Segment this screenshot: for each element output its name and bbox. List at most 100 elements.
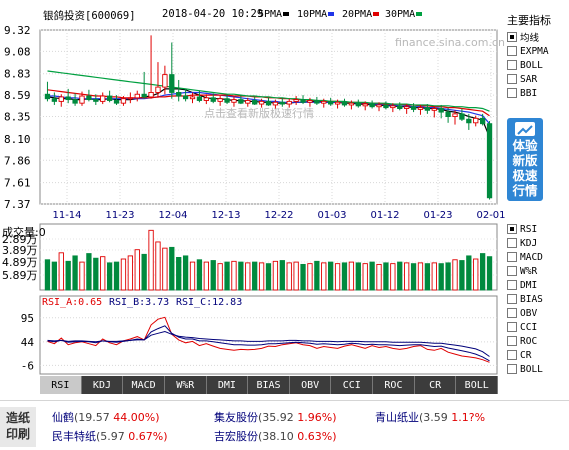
sub-indicator-option-wr[interactable]: W%R [505,264,569,278]
sub-indicator-checkbox[interactable] [507,336,517,346]
candle-body [189,96,196,100]
sub-indicator-option-bias[interactable]: BIAS [505,292,569,306]
candle [72,93,78,106]
sub-indicator-checkbox[interactable] [507,280,517,290]
ticker-stock-change: 1.1?% [451,411,486,424]
price-chart[interactable]: 9.32 9.08 8.83 8.59 8.35 8.10 7.86 7.61 7.37 11-1… [0,22,505,222]
ticker-item[interactable]: 青山纸业(3.59 1.1?% [375,409,485,425]
sub-indicator-checkbox[interactable] [507,252,517,262]
volume-bar [390,263,396,291]
sub-indicator-option-dmi[interactable]: DMI [505,278,569,292]
candle-body [486,123,493,199]
ma-line-30PMA [47,70,490,112]
candle [245,97,251,107]
volume-bar [452,259,458,291]
candle [397,102,403,111]
candle-body [459,113,465,120]
sub-indicator-panel: RSI KDJ MACD W%R DMI BIAS OBV CCI ROC CR BOLL [505,222,569,376]
sub-indicator-option-roc[interactable]: ROC [505,334,569,348]
sub-indicator-option-cci[interactable]: CCI [505,320,569,334]
sub-indicator-option-rsi[interactable]: RSI [505,222,569,236]
main-indicator-checkbox[interactable] [507,32,517,42]
sub-indicator-checkbox[interactable] [507,308,517,318]
new-quote-promo-button[interactable]: 体验 新版 极速 行情 [507,118,543,201]
sub-indicator-checkbox[interactable] [507,294,517,304]
tab-cr[interactable]: CR [414,376,457,394]
candle-body [210,97,216,102]
sub-indicator-option-obv[interactable]: OBV [505,306,569,320]
candle [279,97,285,107]
main-options-list: 均线 EXPMA BOLL SAR BBI [505,30,569,100]
sub-indicator-checkbox[interactable] [507,224,517,234]
candle-body [72,99,78,104]
sub-indicator-checkbox[interactable] [507,364,517,374]
candle-body [397,105,403,109]
candle-body [466,118,472,124]
ma-key-5: 5PMA [258,9,290,20]
main-indicator-option-boll[interactable]: BOLL [505,58,569,72]
main-indicator-option-[interactable]: 均线 [505,30,569,44]
ticker-stock-name[interactable]: 集友股份 [214,411,258,424]
sub-indicator-checkbox[interactable] [507,350,517,360]
candle-body [134,93,140,99]
candle-body [238,99,244,104]
candle-body [100,95,106,102]
sub-indicator-checkbox[interactable] [507,238,517,248]
tab-dmi[interactable]: DMI [206,376,249,394]
main-indicator-option-bbi[interactable]: BBI [505,86,569,100]
sub-indicator-option-cr[interactable]: CR [505,348,569,362]
sector-label-line2: 印刷 [5,427,30,441]
main-indicator-checkbox[interactable] [507,74,517,84]
volume-bar [113,261,120,291]
tab-boll[interactable]: BOLL [456,376,499,394]
volume-bar [120,258,127,291]
rsi-legend-1: RSI_B:3.73 [109,297,169,308]
ticker-stock-name[interactable]: 民丰特纸 [52,430,96,443]
candle [155,62,161,98]
sub-indicator-option-label: RSI [520,223,538,235]
tab-macd[interactable]: MACD [123,376,165,394]
volume-bar [134,249,140,291]
ticker-item[interactable]: 吉宏股份(38.10 0.63%) [214,428,337,444]
ticker-stock-name[interactable]: 吉宏股份 [214,430,258,443]
tab-cci[interactable]: CCI [331,376,374,394]
ticker-item[interactable]: 仙鹤(19.57 44.00%) [52,409,160,425]
sub-indicator-checkbox[interactable] [507,266,517,276]
main-indicator-checkbox[interactable] [507,46,517,56]
tab-bias[interactable]: BIAS [248,376,290,394]
sub-indicator-checkbox[interactable] [507,322,517,332]
ticker-item[interactable]: 集友股份(35.92 1.96%) [214,409,337,425]
volume-bar [438,263,444,291]
tab-kdj[interactable]: KDJ [81,376,124,394]
main-indicator-checkbox[interactable] [507,60,517,70]
candle-body [51,98,58,102]
tab-wr[interactable]: W%R [164,376,207,394]
ticker-item[interactable]: 民丰特纸(5.97 0.67%) [52,428,168,444]
date-tick-label: 01-23 [423,210,452,221]
candle-body [120,98,127,104]
candle [479,113,486,126]
candle-body [196,96,203,101]
main-indicator-option-expma[interactable]: EXPMA [505,44,569,58]
ticker-stock-name[interactable]: 青山纸业 [375,411,419,424]
candle-body [148,92,154,98]
main-indicator-option-sar[interactable]: SAR [505,72,569,86]
volume-bar [217,263,223,291]
candle-body [79,95,85,104]
tab-rsi[interactable]: RSI [40,376,82,394]
candle [445,107,451,123]
sub-indicator-option-kdj[interactable]: KDJ [505,236,569,250]
promo-line-4: 行情 [512,183,538,198]
tab-obv[interactable]: OBV [289,376,332,394]
volume-bar [341,262,348,291]
sub-indicator-option-macd[interactable]: MACD [505,250,569,264]
main-indicator-checkbox[interactable] [507,88,517,98]
rsi-chart[interactable]: RSI_A:0.65 RSI_B:3.73 RSI_C:12.83 95 44 -6 [0,294,505,376]
ticker-stock-change: 0.67%) [128,430,168,443]
tab-roc[interactable]: ROC [373,376,415,394]
ticker-stock-name[interactable]: 仙鹤 [52,411,74,424]
ma-key-10: 10PMA [297,9,335,20]
sub-indicator-option-boll[interactable]: BOLL [505,362,569,376]
candle-body [258,100,265,105]
